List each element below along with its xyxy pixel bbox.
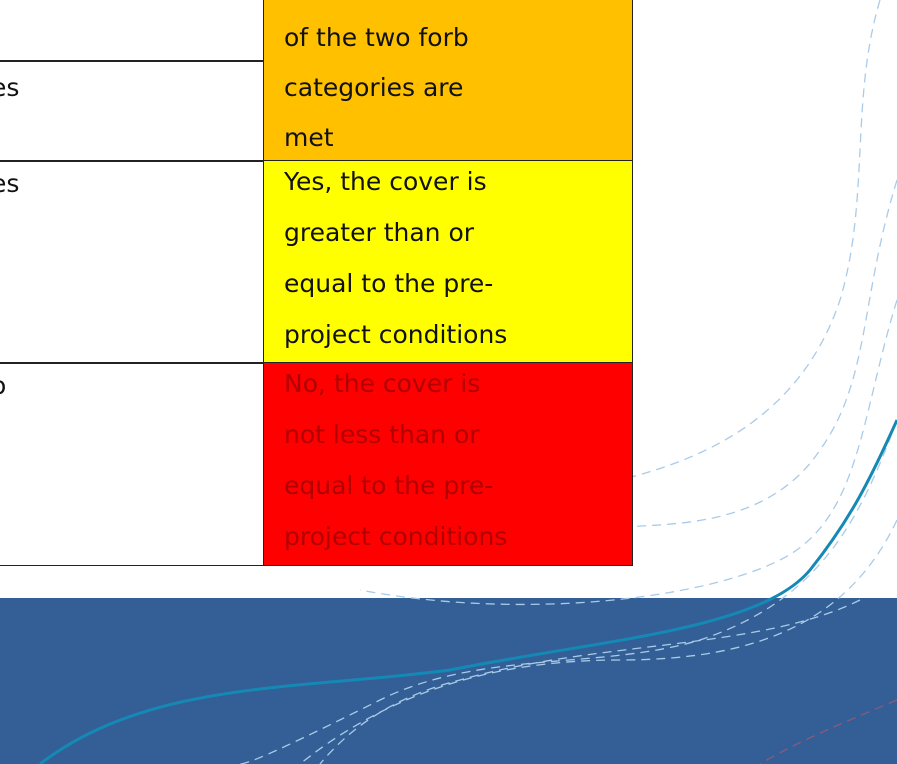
cell-text-line: of the two forb [284,23,469,52]
cell-text-line: project conditions [284,522,508,551]
cell-text-line: equal to the pre- [284,269,494,298]
cell-text-line: equal to the pre- [284,471,494,500]
cell-text-line: No, the cover is [284,369,481,398]
cell-text-line: categories are [284,73,464,102]
status-cell-yellow: Yes, the cover is greater than or equal to… [263,160,633,364]
footer-band [0,598,897,764]
status-cell-red: No, the cover is not less than or equal to… [263,362,633,566]
cell-text-line: met [284,123,334,152]
table-cell [0,0,265,62]
table-cell: es [0,60,265,162]
cell-text: o [0,371,6,400]
cell-text-line: Yes, the cover is [284,167,487,196]
cell-text: es [0,169,20,198]
status-cell-orange: of the two forb categories are met [263,0,633,162]
table-cell: es [0,160,265,364]
cell-text-line: not less than or [284,420,480,449]
cell-text-line: project conditions [284,320,508,349]
cell-text-line: greater than or [284,218,475,247]
cell-text: es [0,73,20,102]
table-cell: o [0,362,265,566]
